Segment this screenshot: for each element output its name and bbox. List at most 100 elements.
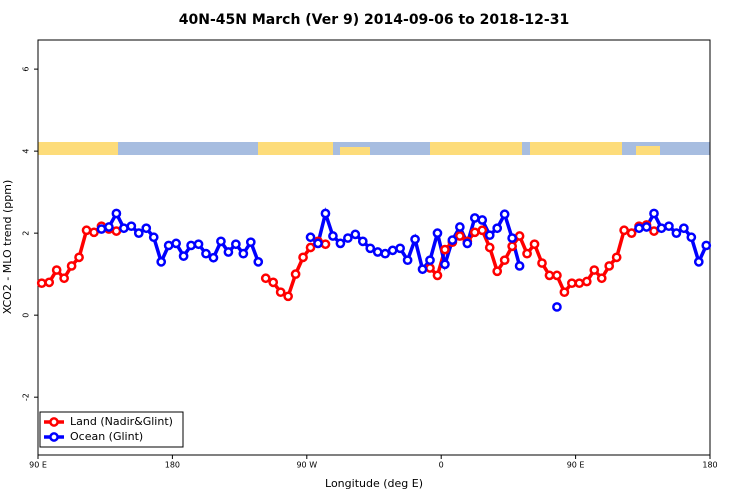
data-point bbox=[567, 278, 577, 289]
data-point bbox=[275, 287, 286, 298]
data-point bbox=[589, 265, 600, 275]
data-point bbox=[544, 270, 555, 281]
land-strip bbox=[340, 147, 370, 155]
data-point bbox=[634, 223, 644, 234]
data-point bbox=[469, 227, 480, 238]
data-point bbox=[529, 239, 540, 250]
y-tick-label: 0 bbox=[22, 313, 31, 318]
data-point bbox=[552, 302, 562, 312]
land-strip bbox=[430, 142, 522, 155]
x-axis-label: Longitude (deg E) bbox=[325, 477, 423, 490]
data-point bbox=[156, 257, 167, 267]
data-point bbox=[66, 261, 77, 271]
data-point bbox=[328, 231, 338, 241]
data-point bbox=[425, 263, 435, 273]
data-point bbox=[186, 240, 196, 251]
data-point bbox=[253, 257, 264, 267]
data-point bbox=[238, 248, 249, 259]
data-point bbox=[231, 239, 241, 250]
data-point bbox=[201, 248, 211, 259]
data-point bbox=[604, 261, 615, 271]
data-point bbox=[111, 226, 122, 236]
data-point bbox=[559, 287, 570, 298]
data-point bbox=[119, 223, 129, 234]
data-point bbox=[51, 265, 62, 275]
legend-label: Ocean (Glint) bbox=[70, 430, 143, 443]
legend-label: Land (Nadir&Glint) bbox=[70, 415, 173, 428]
data-point bbox=[440, 259, 450, 270]
y-tick-label: -2 bbox=[22, 393, 31, 401]
data-point bbox=[208, 252, 219, 263]
data-point bbox=[133, 228, 144, 238]
x-tick-label: 90 W bbox=[296, 461, 317, 470]
data-point bbox=[320, 208, 331, 219]
data-point bbox=[507, 233, 517, 243]
legend-swatch bbox=[49, 417, 59, 427]
data-point bbox=[693, 257, 704, 267]
data-point bbox=[343, 233, 353, 243]
legend-box bbox=[39, 411, 184, 448]
data-point bbox=[148, 232, 159, 243]
data-point bbox=[484, 230, 495, 241]
land-strip bbox=[530, 142, 622, 155]
x-tick-label: 180 bbox=[165, 461, 180, 470]
data-point bbox=[335, 238, 346, 249]
data-point bbox=[365, 243, 376, 254]
data-point bbox=[141, 223, 152, 234]
data-point bbox=[96, 224, 107, 234]
legend-swatch bbox=[49, 432, 59, 442]
data-point bbox=[320, 239, 331, 250]
data-point bbox=[514, 261, 525, 271]
data-point bbox=[178, 251, 189, 261]
data-point bbox=[425, 255, 435, 266]
data-point bbox=[499, 209, 510, 220]
data-point bbox=[492, 266, 503, 277]
data-point bbox=[574, 278, 585, 289]
data-point bbox=[671, 228, 682, 238]
y-tick-label: 4 bbox=[22, 149, 31, 154]
x-tick-label: 180 bbox=[702, 461, 717, 470]
data-point bbox=[305, 232, 316, 243]
data-point bbox=[313, 238, 323, 249]
data-point bbox=[484, 242, 495, 253]
data-point bbox=[372, 247, 383, 257]
data-point bbox=[664, 221, 674, 232]
data-point bbox=[357, 236, 368, 247]
data-point bbox=[74, 252, 84, 263]
data-point bbox=[126, 221, 137, 232]
data-point bbox=[581, 276, 592, 287]
data-point bbox=[686, 232, 697, 243]
land-strip bbox=[636, 146, 660, 155]
data-point bbox=[268, 277, 279, 288]
data-point bbox=[104, 222, 114, 232]
data-point bbox=[641, 222, 652, 232]
data-point bbox=[537, 258, 547, 268]
data-point bbox=[223, 247, 234, 257]
data-point bbox=[89, 227, 99, 238]
data-point bbox=[395, 243, 405, 254]
y-axis-label: XCO2 - MLO trend (ppm) bbox=[1, 180, 14, 315]
data-point bbox=[507, 241, 517, 252]
data-point bbox=[447, 235, 458, 245]
data-point bbox=[171, 238, 181, 249]
data-point bbox=[492, 223, 503, 234]
data-point bbox=[552, 270, 562, 281]
data-point bbox=[656, 223, 667, 234]
x-tick-label: 0 bbox=[439, 461, 444, 470]
data-point bbox=[477, 225, 488, 236]
y-tick-label: 2 bbox=[22, 231, 31, 236]
data-point bbox=[305, 242, 316, 253]
data-point bbox=[36, 278, 47, 289]
data-point bbox=[216, 236, 226, 247]
data-point bbox=[649, 208, 659, 219]
data-point bbox=[417, 264, 428, 275]
land-strip bbox=[258, 142, 333, 155]
x-tick-label: 90 E bbox=[567, 461, 585, 470]
data-point bbox=[380, 248, 391, 259]
data-point bbox=[440, 244, 450, 255]
data-point bbox=[522, 248, 532, 259]
data-point bbox=[163, 240, 174, 251]
data-point bbox=[193, 239, 204, 250]
data-point bbox=[290, 269, 301, 280]
